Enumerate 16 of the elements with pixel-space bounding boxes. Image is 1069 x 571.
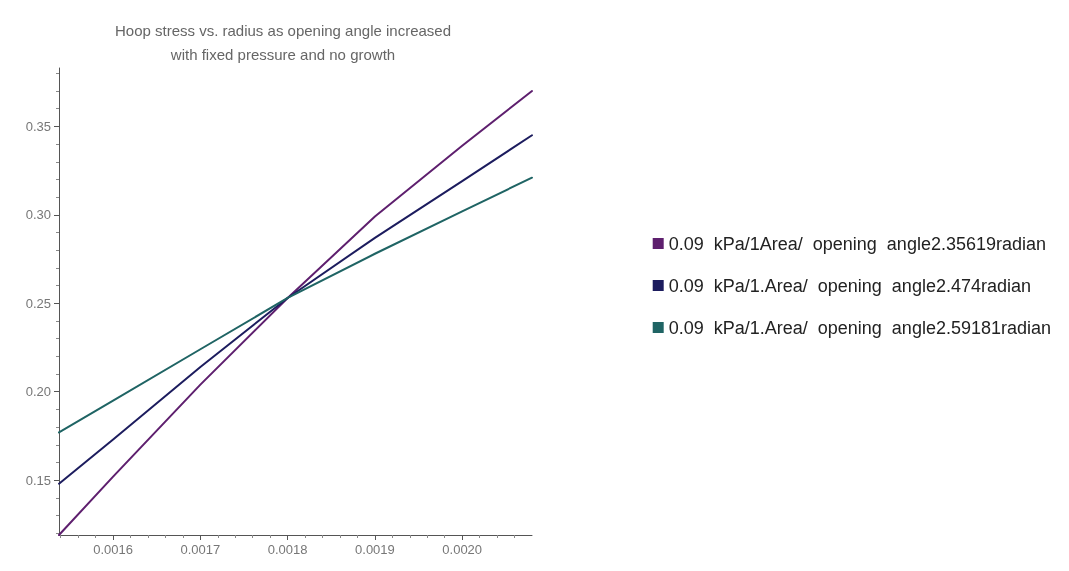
chart-title: Hoop stress vs. radius as opening angle increased with fixed pressure and no growth: [114, 21, 452, 63]
line-series: [58, 134, 533, 485]
legend-label: 0.09 kPa/1.Area/ opening angle2.59181radian: [668, 317, 1052, 338]
y-tick-label: 0.25: [25, 295, 51, 311]
x-tick-label: 0.0018: [267, 542, 308, 557]
x-tick-label: 0.0016: [93, 542, 133, 557]
y-tick-label: 0.15: [25, 472, 51, 488]
y-tick-label: 0.35: [25, 118, 51, 134]
legend-label: 0.09 kPa/1Area/ opening angle2.35619radian: [668, 233, 1046, 254]
x-tick-label: 0.0020: [442, 542, 483, 557]
x-tick-label: 0.0017: [180, 542, 221, 557]
y-tick-label: 0.30: [25, 207, 51, 223]
y-tick-label: 0.20: [25, 384, 51, 400]
legend-label: 0.09 kPa/1.Area/ opening angle2.474radian: [668, 275, 1031, 296]
line-series: [58, 176, 533, 434]
x-tick-label: 0.0019: [355, 542, 395, 557]
